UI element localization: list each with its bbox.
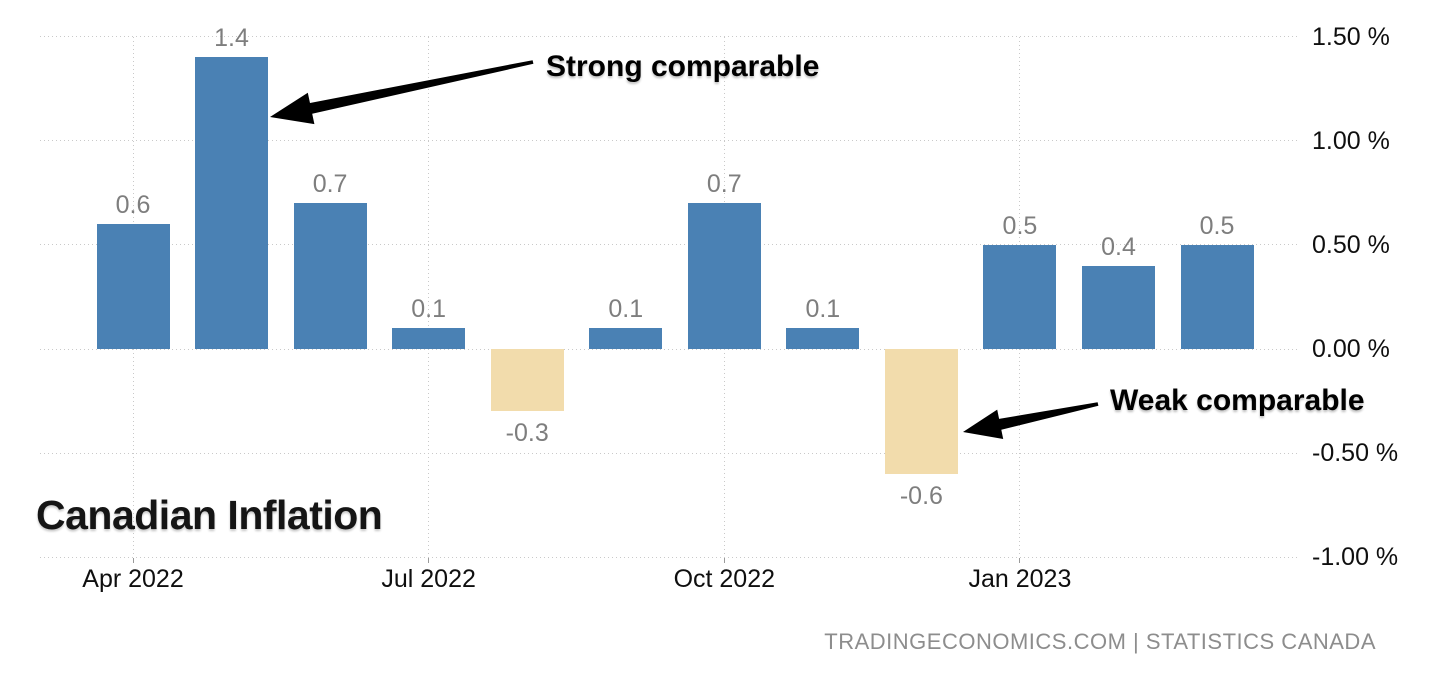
x-axis-tickmark (132, 558, 134, 564)
y-axis-tick-label: 0.50 % (1312, 230, 1390, 259)
bar-feb-2023[interactable] (1082, 265, 1155, 349)
y-axis-tick-label: -0.50 % (1312, 439, 1399, 468)
bar-value-label: 0.7 (312, 170, 348, 199)
h-gridline (40, 36, 1297, 38)
x-axis-tick-label: Apr 2022 (82, 565, 184, 593)
x-axis-tick-label: Jan 2023 (968, 565, 1072, 593)
bar-jun-2022[interactable] (293, 203, 367, 349)
bar-nov-2022[interactable] (786, 328, 860, 349)
h-gridline (40, 244, 1297, 246)
y-axis-tick-label: -1.00 % (1312, 543, 1399, 572)
y-axis-tick-label: 1.00 % (1312, 126, 1390, 155)
bar-jul-2022[interactable] (392, 328, 466, 349)
x-axis-tickmark (428, 558, 430, 564)
h-gridline (40, 348, 1297, 350)
bar-mar-2023[interactable] (1180, 244, 1254, 349)
chart-title: Canadian Inflation (36, 492, 383, 538)
x-axis-tick-label: Oct 2022 (673, 565, 776, 593)
bar-may-2022[interactable] (195, 57, 269, 349)
annotation-weak-comparable: Weak comparable (1110, 384, 1365, 417)
bar-value-label: 0.6 (115, 191, 151, 220)
annotation-strong-comparable: Strong comparable (546, 50, 820, 83)
bar-value-label: 0.5 (1199, 211, 1235, 240)
y-axis-tick-label: 0.00 % (1312, 335, 1390, 363)
bar-value-label: -0.3 (505, 419, 549, 448)
bar-jan-2023[interactable] (983, 244, 1057, 349)
bar-value-label: 0.1 (411, 295, 447, 324)
bar-apr-2022[interactable] (96, 224, 170, 349)
x-axis-tickmark (1019, 558, 1021, 564)
bar-value-label: 0.5 (1002, 211, 1038, 240)
bar-value-label: 0.1 (805, 295, 841, 324)
x-axis-tickmark (723, 558, 725, 564)
h-gridline (40, 140, 1297, 142)
bar-value-label: 1.4 (214, 24, 249, 53)
source-attribution: TRADINGECONOMICS.COM | STATISTICS CANADA (824, 629, 1376, 654)
bar-value-label: 0.7 (706, 170, 742, 199)
weak-comparable-arrow-icon (963, 402, 1099, 439)
bar-value-label: 0.1 (608, 295, 644, 324)
bar-sep-2022[interactable] (589, 328, 663, 349)
x-axis-tick-label: Jul 2022 (381, 565, 476, 593)
h-gridline (40, 556, 1297, 558)
bar-dec-2022[interactable] (884, 349, 958, 474)
bar-oct-2022[interactable] (687, 203, 761, 349)
h-gridline (40, 452, 1297, 454)
y-axis-tick-label: 1.50 % (1312, 22, 1390, 51)
strong-comparable-arrow-icon (270, 60, 534, 125)
bar-aug-2022[interactable] (490, 349, 564, 412)
bar-value-label: -0.6 (899, 481, 943, 510)
v-gridline (428, 36, 430, 558)
bar-value-label: 0.4 (1101, 232, 1136, 261)
